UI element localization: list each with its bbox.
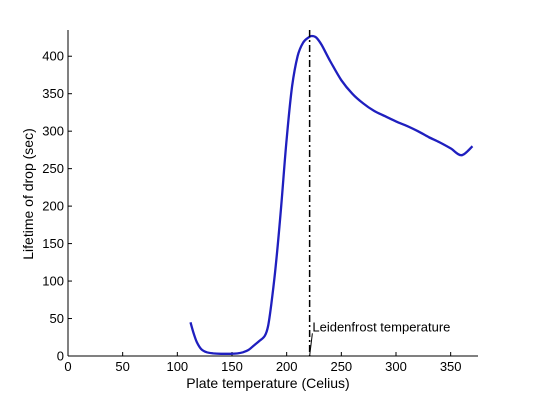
y-tick-label: 50	[50, 311, 64, 326]
y-tick-label: 250	[42, 161, 64, 176]
x-tick-label: 0	[64, 359, 71, 374]
series-line-0	[189, 34, 474, 355]
series-group	[189, 34, 474, 355]
y-tick-label: 100	[42, 274, 64, 289]
x-tick-label: 350	[440, 359, 462, 374]
x-tick-label: 250	[330, 359, 352, 374]
annotation-label: Leidenfrost temperature	[312, 319, 450, 334]
annotations: Leidenfrost temperature	[308, 30, 450, 357]
y-tick-label: 400	[42, 49, 64, 64]
x-axis-label: Plate temperature (Celius)	[186, 375, 349, 391]
y-tick-label: 350	[42, 86, 64, 101]
y-tick-label: 300	[42, 124, 64, 139]
annotation-pointer	[309, 333, 313, 357]
y-tick-label: 0	[57, 349, 64, 364]
axes	[67, 30, 478, 357]
x-tick-label: 200	[276, 359, 298, 374]
y-tick-label: 200	[42, 199, 64, 214]
ticks: 0 50 100 150 200 250 300 350 0 50 100 150 200 250 300 3…	[42, 49, 461, 374]
x-tick-label: 300	[385, 359, 407, 374]
x-tick-label: 150	[221, 359, 243, 374]
y-axis-label: Lifetime of drop (sec)	[20, 128, 36, 260]
y-tick-label: 150	[42, 236, 64, 251]
x-tick-label: 50	[115, 359, 129, 374]
x-tick-label: 100	[166, 359, 188, 374]
